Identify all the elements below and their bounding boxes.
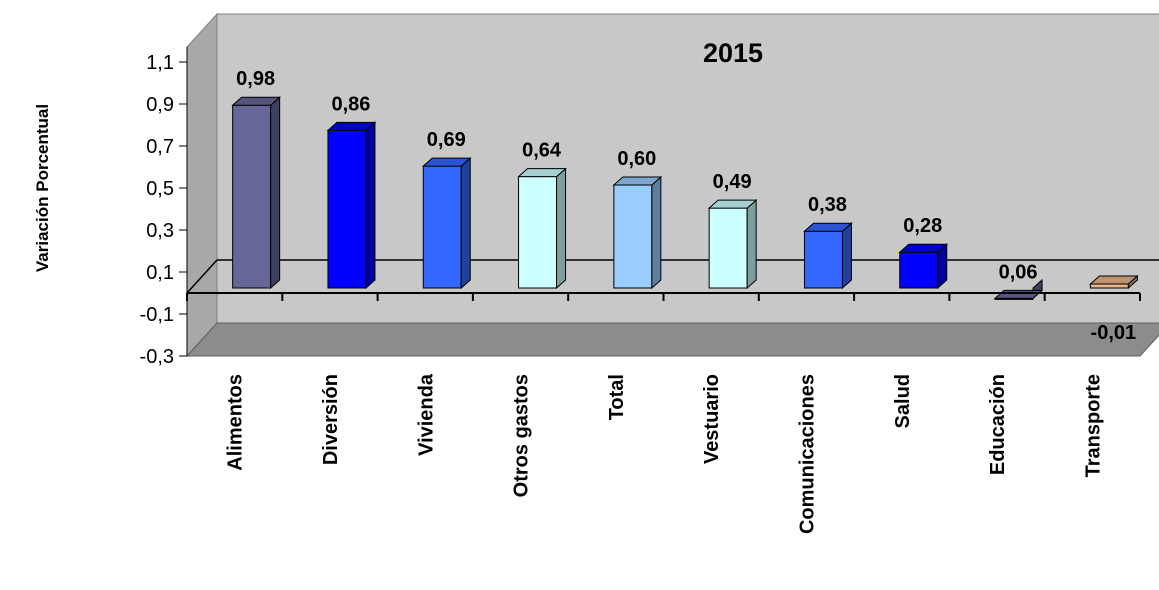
bar-top	[1089, 275, 1139, 285]
bar-front	[1089, 283, 1129, 289]
bar-top	[517, 168, 567, 178]
x-tick-label: Total	[606, 374, 628, 420]
bar	[898, 243, 949, 290]
bar-side	[270, 96, 281, 290]
data-label: 0,06	[999, 261, 1038, 283]
bar-side	[746, 198, 757, 290]
y-tick-label: 0,1	[146, 262, 174, 284]
x-tick-label: Vivienda	[415, 373, 437, 456]
x-tick-label: Educación	[987, 374, 1009, 475]
x-tick-label: Salud	[892, 374, 914, 428]
data-label: 0,86	[331, 93, 370, 115]
plot-side-wall	[186, 12, 218, 358]
bar-side	[556, 167, 567, 290]
bar-side	[460, 156, 471, 290]
bar-front	[708, 207, 748, 289]
bar-top	[326, 121, 377, 131]
bar-top	[707, 199, 758, 209]
bar-side	[651, 175, 662, 290]
bar	[803, 222, 853, 290]
bar-top	[612, 176, 663, 186]
bar-top	[421, 157, 472, 167]
x-tick-label: Comunicaciones	[796, 374, 818, 534]
x-tick-label: Diversión	[320, 374, 342, 465]
zero-plane-side-line	[186, 259, 218, 294]
x-tick-label: Alimentos	[225, 374, 247, 471]
bar	[421, 156, 472, 290]
bar-front	[518, 176, 558, 289]
y-tick-label: 0,5	[146, 178, 174, 200]
y-tick-label: 1,1	[146, 52, 174, 74]
bar-front	[613, 184, 653, 289]
data-label: 0,38	[808, 194, 847, 216]
chart-title: 2015	[703, 38, 763, 68]
y-tick-label: -0,1	[140, 304, 174, 326]
bar-top	[898, 243, 949, 253]
bar-top	[803, 222, 853, 232]
bar	[707, 198, 758, 290]
bar	[326, 121, 377, 290]
bar	[231, 96, 281, 290]
x-tick-label: Vestuario	[701, 374, 723, 464]
y-axis-label: Variación Porcentual	[33, 104, 52, 272]
plot-floor	[185, 322, 1159, 357]
data-label: 0,69	[427, 129, 466, 151]
data-label: -0,01	[1091, 322, 1137, 344]
bar	[1089, 274, 1139, 290]
bar-front	[899, 251, 939, 289]
data-label: 0,49	[713, 171, 752, 193]
bar-front	[232, 104, 272, 289]
data-label: 0,98	[236, 68, 275, 90]
y-tick-label: 0,7	[146, 136, 174, 158]
x-tick-label: Otros gastos	[511, 374, 533, 497]
data-label: 0,28	[903, 215, 942, 237]
y-tick-label: -0,3	[140, 346, 174, 368]
y-axis: 1,1 0,9 0,7 0,5 0,3 0,1 -0,1 -0,3	[140, 47, 188, 368]
y-tick-label: 0,9	[146, 94, 174, 116]
bar-top	[231, 96, 281, 106]
bars	[231, 96, 1139, 300]
data-labels: 0,98 0,86 0,69 0,64 0,60 0,49 0,38 0,28 0,06 -0,0…	[236, 68, 1136, 344]
bar-side	[841, 222, 852, 290]
bar-side	[365, 121, 376, 290]
data-label: 0,64	[522, 140, 562, 162]
bar-top	[993, 289, 1044, 299]
bar-front	[327, 129, 367, 289]
x-tick-label: Transporte	[1082, 374, 1104, 477]
y-tick-label: 0,3	[146, 220, 174, 242]
bar	[612, 175, 663, 290]
bar-front	[803, 230, 843, 289]
data-label: 0,60	[617, 148, 656, 170]
x-axis: Alimentos Diversión Vivienda Otros gastos To…	[186, 292, 1141, 534]
bar	[517, 167, 567, 290]
bar-front	[422, 165, 462, 289]
